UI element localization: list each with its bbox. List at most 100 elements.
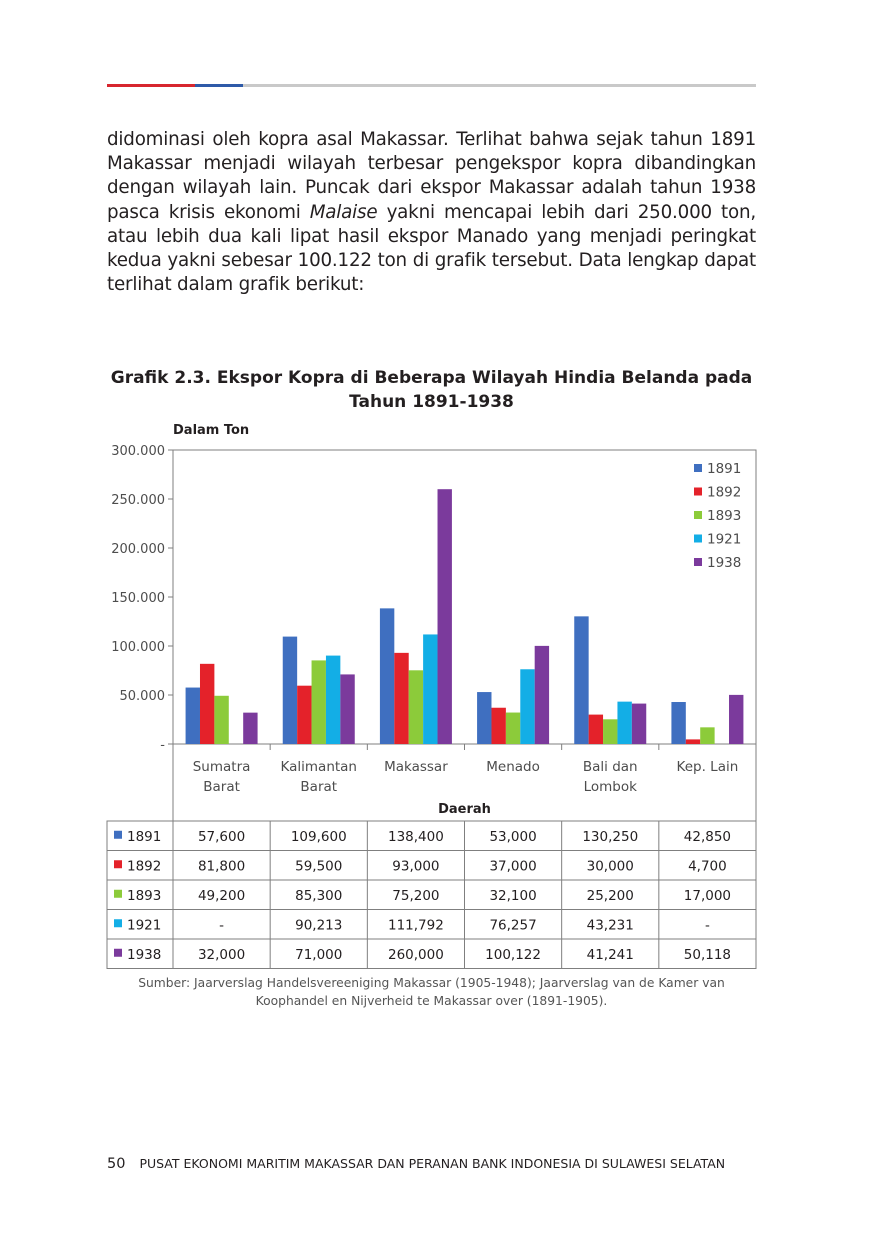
x-category-label: Barat — [300, 779, 337, 795]
table-swatch-1892 — [114, 860, 122, 869]
y-tick-label: 200.000 — [111, 542, 165, 557]
legend-label-1921: 1921 — [707, 532, 741, 548]
legend-label-1893: 1893 — [707, 508, 741, 524]
legend-label-1892: 1892 — [707, 485, 741, 501]
x-category-label: Kep. Lain — [677, 759, 739, 775]
y-axis-title: Dalam Ton — [173, 423, 249, 438]
table-cell: 75,200 — [392, 888, 439, 904]
table-cell: 25,200 — [587, 888, 634, 904]
table-swatch-1891 — [114, 830, 122, 839]
chart-title: Grafik 2.3. Ekspor Kopra di Beberapa Wil… — [110, 368, 753, 412]
bar-1892 — [394, 652, 409, 744]
legend-label-1891: 1891 — [707, 461, 741, 477]
table-cell: 85,300 — [295, 888, 342, 904]
bar-1938 — [340, 674, 355, 744]
table-swatch-1938 — [114, 948, 122, 957]
bar-1921 — [617, 701, 632, 744]
table-cell: 30,000 — [587, 858, 634, 874]
bar-1921 — [520, 669, 535, 744]
table-cell: 100,122 — [485, 947, 541, 963]
y-tick-label: 50.000 — [120, 689, 166, 704]
x-category-label: Menado — [486, 759, 540, 775]
bar-1938 — [534, 645, 550, 744]
body-text-part-1: didominasi oleh kopra asal Makassar. Ter… — [107, 129, 756, 223]
table-cell: 93,000 — [392, 858, 439, 874]
header-rule — [107, 84, 756, 87]
bar-1893 — [603, 719, 618, 744]
bar-1892 — [588, 714, 604, 744]
table-cell: 57,600 — [198, 829, 245, 845]
bar-1893 — [214, 695, 229, 744]
table-row-label-1938: 1938 — [127, 947, 161, 963]
bar-1893 — [700, 727, 715, 744]
bar-1891 — [574, 616, 589, 744]
table-cell: 71,000 — [295, 947, 342, 963]
page-number: 50 — [107, 1156, 126, 1172]
legend-swatch-1938 — [694, 558, 702, 566]
table-cell: 138,400 — [388, 829, 444, 845]
legend-swatch-1893 — [694, 511, 702, 519]
data-table-frame — [106, 820, 757, 969]
bar-1892 — [199, 663, 215, 744]
x-category-label: Makassar — [384, 759, 448, 775]
bar-1893 — [505, 712, 521, 744]
legend-swatch-1891 — [694, 464, 702, 472]
bar-chart-with-data-table: Dalam Ton - 50.000 100.000 150.000 200.000 250… — [106, 423, 757, 969]
legend-swatch-1892 — [694, 487, 702, 496]
bar-1892 — [685, 739, 701, 744]
bar-1938 — [631, 703, 647, 744]
bar-1891 — [379, 608, 395, 744]
bar-1938 — [243, 712, 258, 744]
y-tick-label: 100.000 — [111, 640, 165, 655]
table-cell: 260,000 — [388, 947, 444, 963]
x-axis-title: Daerah — [438, 802, 491, 817]
table-row-label-1892: 1892 — [127, 858, 161, 874]
table-row-label-1893: 1893 — [127, 888, 161, 904]
table-row-label-1921: 1921 — [127, 917, 161, 933]
bar-1938 — [437, 489, 452, 744]
table-cell: 42,850 — [684, 829, 731, 845]
x-category-label: Bali dan — [583, 759, 638, 775]
bar-1921 — [423, 634, 438, 744]
y-tick-label: 300.000 — [111, 444, 165, 459]
y-tick-label: 250.000 — [111, 493, 165, 508]
table-cell: 81,800 — [198, 858, 245, 874]
bar-1891 — [282, 636, 298, 744]
source-note: Sumber: Jaarverslag Handelsvereeniging M… — [138, 976, 725, 1008]
table-cell: 111,792 — [388, 917, 444, 933]
table-cell: - — [705, 917, 710, 933]
x-category-label: Lombok — [584, 779, 638, 795]
table-cell: 32,100 — [489, 888, 536, 904]
bar-1892 — [491, 707, 506, 744]
header-rule-red-segment — [107, 84, 195, 87]
table-cell: 43,231 — [587, 917, 634, 933]
table-swatch-1893 — [114, 889, 122, 898]
table-cell: 109,600 — [291, 829, 347, 845]
bar-1891 — [671, 702, 686, 744]
body-text-italic-term: Malaise — [309, 201, 378, 223]
y-tick-label: - — [160, 738, 165, 753]
y-tick-label: 150.000 — [111, 591, 165, 606]
table-cell: 53,000 — [489, 829, 536, 845]
x-category-label: Barat — [203, 779, 240, 795]
bar-1893 — [408, 670, 424, 744]
table-cell: - — [219, 917, 224, 933]
table-cell: 76,257 — [489, 917, 536, 933]
bar-1921 — [325, 655, 341, 744]
bar-1891 — [477, 692, 492, 744]
bar-1892 — [297, 685, 312, 744]
table-row-label-1891: 1891 — [127, 829, 161, 845]
table-cell: 50,118 — [684, 947, 731, 963]
table-cell: 49,200 — [198, 888, 245, 904]
legend-label-1938: 1938 — [707, 555, 741, 571]
table-cell: 32,000 — [198, 947, 245, 963]
table-cell: 90,213 — [295, 917, 342, 933]
x-category-label: Kalimantan — [281, 759, 358, 775]
table-cell: 59,500 — [295, 858, 342, 874]
table-cell: 41,241 — [587, 947, 634, 963]
table-cell: 130,250 — [582, 829, 638, 845]
bar-1938 — [729, 694, 744, 744]
bar-1891 — [185, 687, 200, 744]
plot-area-frame — [172, 449, 757, 745]
legend-swatch-1921 — [694, 534, 702, 543]
